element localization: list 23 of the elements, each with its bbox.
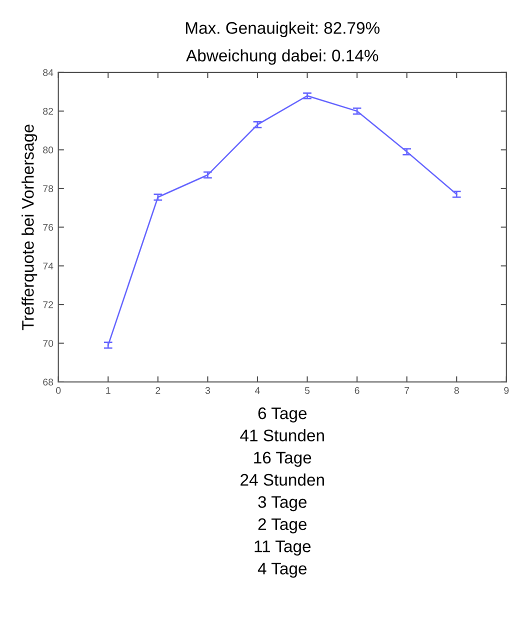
x-tick-label: 0 — [56, 387, 61, 394]
x-tick-label: 1 — [106, 387, 110, 394]
y-axis-title: Trefferquote bei Vorhersage — [22, 124, 38, 330]
x-tick-label: 2 — [156, 387, 160, 394]
x-tick-label: 8 — [454, 387, 459, 394]
y-tick-label: 76 — [43, 224, 54, 231]
line-series — [107, 95, 458, 346]
y-tick-label: 74 — [43, 262, 54, 270]
y-tick-label: 78 — [43, 185, 54, 192]
x-tick-label: 4 — [255, 387, 260, 394]
y-tick-label: 72 — [43, 301, 54, 308]
x-tick-label: 9 — [504, 387, 509, 394]
x-tick-label: 5 — [304, 387, 310, 394]
y-tick-label: 82 — [43, 108, 54, 115]
x-axis-title: 6 Tage 41 Stunden 16 Tage 24 Stunden 3 Tage 2 Tage 11 Tage 4 Tage — [240, 407, 324, 578]
chart-title: Max. Genauigkeit: 82.79% Abweichung dabei: 0.14% — [186, 22, 380, 65]
x-tick-label: 3 — [205, 387, 210, 394]
x-tick-label: 6 — [354, 387, 360, 394]
x-tick-label: 7 — [404, 387, 410, 394]
y-tick-label: 68 — [43, 378, 54, 386]
y-tick-label: 84 — [43, 69, 54, 76]
y-tick-label: 80 — [43, 146, 54, 154]
y-tick-label: 70 — [43, 340, 54, 347]
